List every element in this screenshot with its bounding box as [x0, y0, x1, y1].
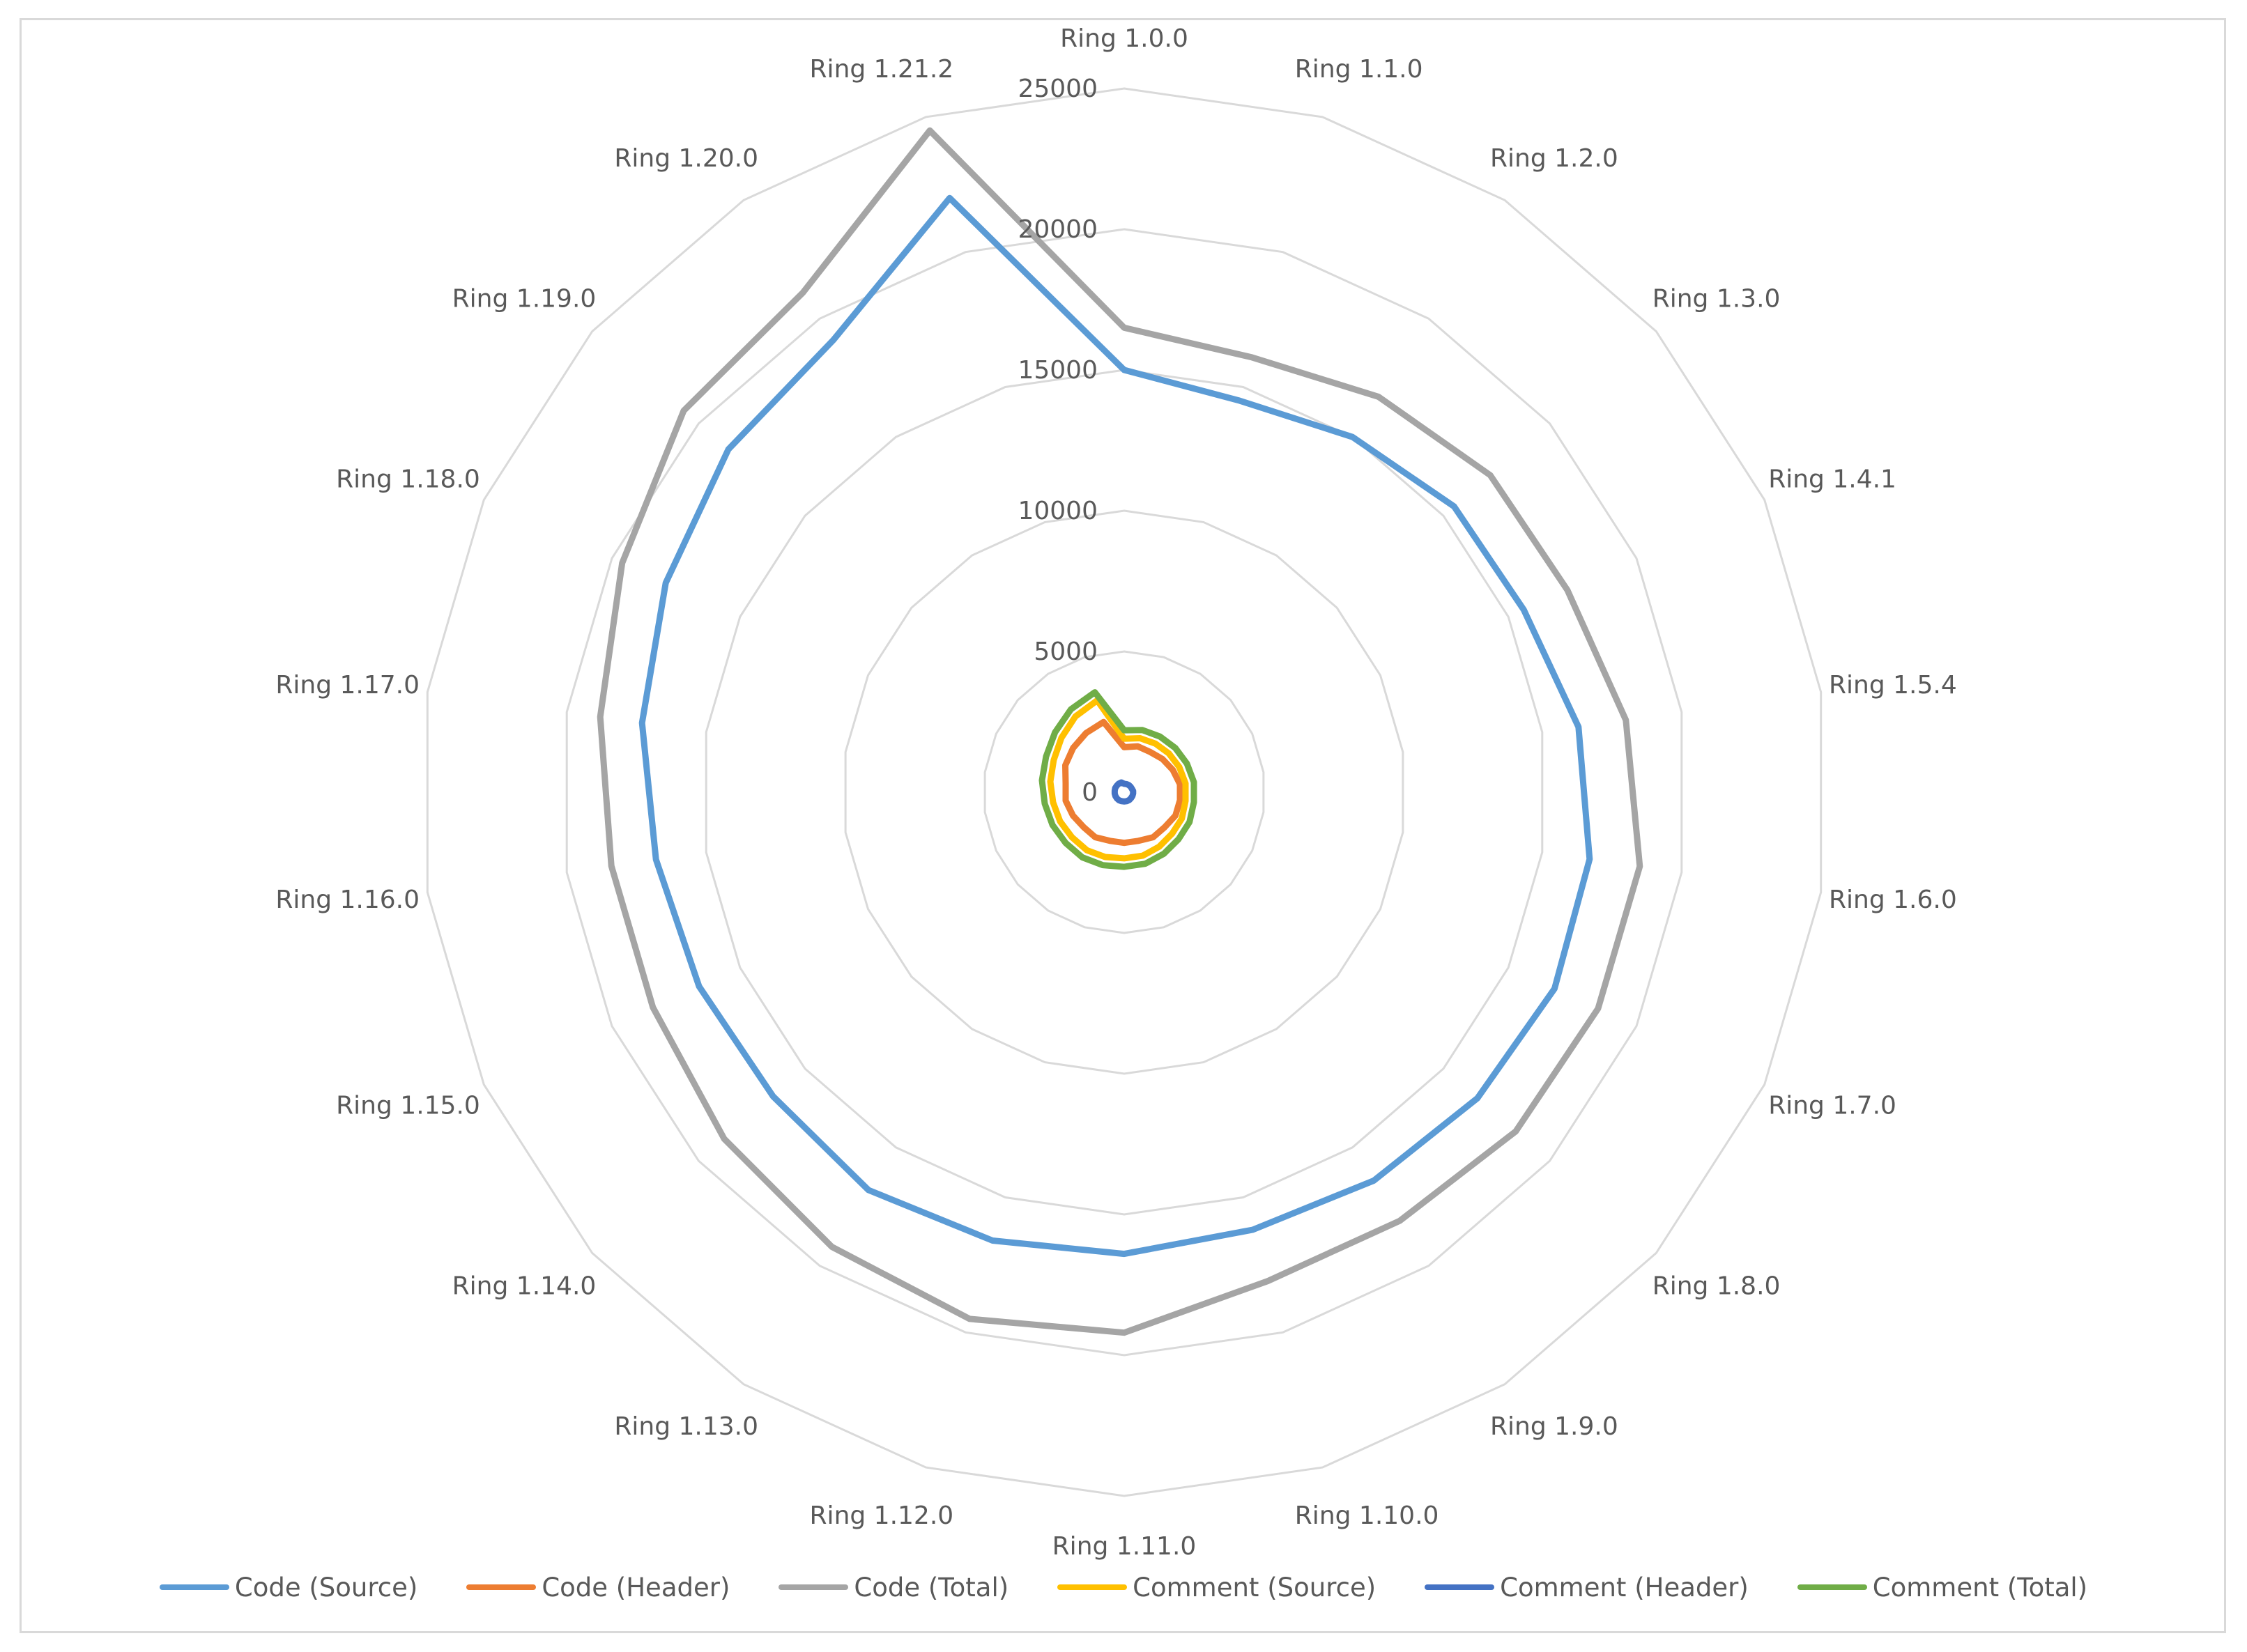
grid-ring	[426, 87, 1823, 1497]
category-label: Ring 1.5.4	[1829, 671, 1957, 700]
category-label: Ring 1.12.0	[810, 1502, 954, 1530]
category-label: Ring 1.16.0	[275, 886, 420, 914]
category-label: Ring 1.14.0	[452, 1272, 597, 1301]
category-label: Ring 1.2.0	[1490, 144, 1618, 173]
grid-ring	[565, 228, 1683, 1357]
legend-item: Code (Total)	[779, 1573, 1009, 1603]
legend-swatch	[159, 1584, 229, 1590]
category-label: Ring 1.11.0	[1052, 1532, 1197, 1561]
legend-swatch	[1797, 1584, 1867, 1590]
legend-item: Comment (Header)	[1425, 1573, 1749, 1603]
legend-item: Comment (Source)	[1057, 1573, 1376, 1603]
chart-area	[20, 18, 2226, 1633]
category-label: Ring 1.6.0	[1829, 886, 1957, 914]
radial-tick-label: 10000	[1018, 497, 1098, 525]
grid-ring	[844, 509, 1404, 1075]
category-label: Ring 1.9.0	[1490, 1412, 1618, 1441]
category-label: Ring 1.19.0	[452, 284, 597, 313]
legend: Code (Source) Code (Header) Code (Total) Co…	[0, 1566, 2247, 1608]
category-label: Ring 1.15.0	[336, 1092, 480, 1120]
legend-label: Comment (Source)	[1133, 1572, 1376, 1603]
category-label: Ring 1.18.0	[336, 465, 480, 494]
category-label: Ring 1.4.1	[1768, 465, 1896, 494]
radial-tick-labels: 0 5000 10000 15000 20000 25000	[1018, 75, 1098, 807]
radar-series	[597, 127, 1643, 1336]
category-label: Ring 1.10.0	[1295, 1502, 1439, 1530]
category-label: Ring 1.3.0	[1652, 284, 1781, 313]
radial-tick-label: 20000	[1018, 215, 1098, 244]
legend-label: Code (Total)	[854, 1572, 1009, 1603]
category-label: Ring 1.1.0	[1295, 55, 1423, 84]
radial-tick-label: 25000	[1018, 75, 1098, 103]
series-line-comment-total	[1038, 689, 1197, 870]
category-labels: Ring 1.0.0 Ring 1.1.0 Ring 1.2.0 Ring 1.3.0…	[275, 24, 1956, 1561]
category-label: Ring 1.21.2	[810, 55, 954, 84]
legend-label: Code (Source)	[234, 1572, 418, 1603]
legend-item: Comment (Total)	[1797, 1573, 2087, 1603]
legend-item: Code (Header)	[466, 1573, 730, 1603]
category-label: Ring 1.7.0	[1768, 1092, 1896, 1120]
series-line-comment-header	[1111, 779, 1137, 805]
series-line-code-total	[597, 127, 1643, 1336]
radial-tick-label: 5000	[1034, 638, 1098, 666]
category-label: Ring 1.8.0	[1652, 1272, 1781, 1301]
grid-ring	[983, 650, 1265, 934]
series-line-code-source	[638, 194, 1593, 1258]
radial-tick-label: 0	[1082, 778, 1098, 807]
category-label: Ring 1.0.0	[1060, 24, 1188, 53]
category-label: Ring 1.17.0	[275, 671, 420, 700]
legend-swatch	[779, 1584, 849, 1590]
category-label: Ring 1.13.0	[614, 1412, 758, 1441]
radar-grid	[426, 87, 1823, 1497]
legend-swatch	[1057, 1584, 1128, 1590]
legend-swatch	[466, 1584, 537, 1590]
series-line-comment-source	[1047, 697, 1189, 862]
legend-item: Code (Source)	[159, 1572, 418, 1603]
legend-label: Comment (Header)	[1500, 1572, 1749, 1603]
category-label: Ring 1.20.0	[614, 144, 758, 173]
legend-label: Comment (Total)	[1872, 1572, 2088, 1603]
series-line-code-header	[1062, 718, 1183, 847]
legend-swatch	[1425, 1584, 1495, 1590]
grid-ring	[705, 369, 1544, 1216]
radial-tick-label: 15000	[1018, 356, 1098, 385]
legend-label: Code (Header)	[542, 1572, 730, 1603]
